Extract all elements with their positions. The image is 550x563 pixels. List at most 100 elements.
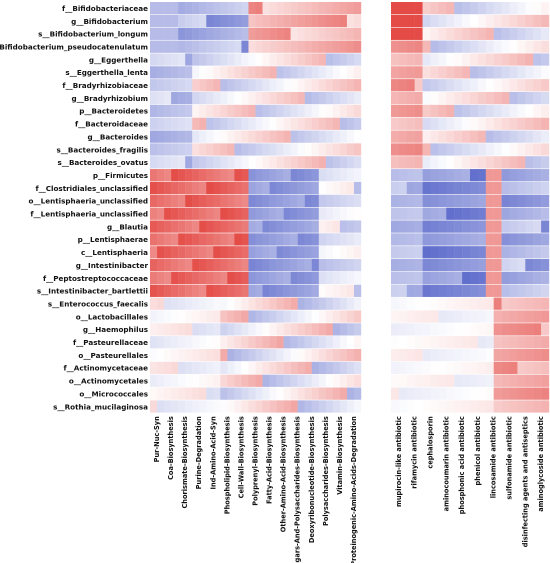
heatmap-cell [438, 361, 447, 375]
heatmap-cell [346, 91, 355, 105]
heatmap-cell [304, 271, 312, 285]
heatmap-cell [477, 323, 486, 336]
heatmap-cell [178, 117, 186, 130]
heatmap-cell [339, 374, 348, 387]
heatmap-cell [446, 143, 455, 156]
heatmap-cell [269, 66, 277, 79]
heatmap-cell [525, 181, 534, 195]
heatmap-cell [157, 53, 165, 66]
heatmap-cell [438, 400, 447, 413]
heatmap-cell [318, 130, 327, 143]
heatmap-cell [517, 387, 526, 400]
heatmap-cell [150, 348, 158, 362]
heatmap-cell [493, 156, 502, 169]
row-label: f__Clostridiales_unclassified [35, 184, 148, 193]
heatmap-cell [192, 284, 200, 297]
heatmap-cell [454, 336, 463, 349]
heatmap-cell [477, 91, 486, 105]
heatmap-cell [304, 348, 312, 362]
heatmap-cell [339, 79, 348, 92]
heatmap-cell [485, 27, 494, 40]
heatmap-cell [430, 194, 439, 207]
heatmap-cell [255, 220, 263, 233]
heatmap-cell [325, 323, 334, 336]
heatmap-cell [509, 271, 518, 285]
heatmap-cell [234, 14, 242, 28]
heatmap-cell [454, 194, 463, 207]
heatmap-cell [406, 91, 415, 105]
heatmap-cell [199, 130, 207, 143]
heatmap-cell [276, 14, 284, 28]
heatmap-cell [213, 284, 221, 297]
heatmap-cell [501, 181, 510, 195]
heatmap-cell [157, 336, 165, 349]
heatmap-cell [262, 79, 270, 92]
heatmap-cell [353, 91, 362, 105]
heatmap-cell [241, 117, 249, 130]
heatmap-cell [325, 207, 334, 220]
heatmap-cell [470, 91, 479, 105]
heatmap-cell [391, 40, 400, 53]
heatmap-cell [150, 169, 158, 182]
heatmap-cell [346, 14, 355, 28]
heatmap-cell [171, 53, 179, 66]
heatmap-cell [241, 66, 249, 79]
heatmap-cell [501, 207, 510, 220]
heatmap-cell [178, 156, 186, 169]
heatmap-cell [454, 233, 463, 246]
heatmap-cell [446, 310, 455, 323]
heatmap-cell [290, 207, 298, 220]
heatmap-cell [150, 336, 158, 349]
heatmap-cell [541, 53, 550, 66]
heatmap-cell [178, 374, 186, 387]
heatmap-cell [446, 323, 455, 336]
heatmap-cell [346, 143, 355, 156]
heatmap-cell [406, 27, 415, 40]
heatmap-cell [297, 14, 305, 28]
heatmap-cell [318, 91, 327, 105]
heatmap-cell [192, 53, 200, 66]
heatmap-cell [150, 117, 158, 130]
heatmap-cell [346, 2, 355, 15]
heatmap-cell [269, 27, 277, 40]
heatmap-cell [398, 310, 407, 323]
heatmap-cell [171, 40, 179, 53]
heatmap-cell [164, 323, 172, 336]
heatmap-cell [185, 91, 193, 105]
heatmap-cell [462, 284, 471, 297]
heatmap-cell [192, 374, 200, 387]
heatmap-cell [353, 259, 362, 272]
heatmap-cell [462, 374, 471, 387]
heatmap-cell [353, 143, 362, 156]
heatmap-cell [525, 14, 534, 28]
heatmap-cell [339, 323, 348, 336]
heatmap-cell [406, 374, 415, 387]
heatmap-cell [227, 169, 235, 182]
heatmap-cell [311, 2, 319, 15]
heatmap-cell [430, 104, 439, 118]
heatmap-cell [509, 104, 518, 118]
heatmap-cell [318, 207, 327, 220]
heatmap-cell [541, 323, 550, 336]
heatmap-cell [325, 91, 334, 105]
heatmap-cell [339, 40, 348, 53]
heatmap-cell [150, 233, 158, 246]
heatmap-cell [493, 130, 502, 143]
heatmap-cell [304, 220, 312, 233]
heatmap-cell [213, 310, 221, 323]
heatmap-cell [470, 387, 479, 400]
heatmap-cell [501, 79, 510, 92]
heatmap-cell [493, 361, 502, 375]
heatmap-cell [446, 130, 455, 143]
heatmap-cell [241, 156, 249, 169]
heatmap-cell [414, 91, 423, 105]
heatmap-cell [220, 130, 228, 143]
heatmap-cell [192, 169, 200, 182]
heatmap-cell [220, 387, 228, 400]
heatmap-cell [241, 336, 249, 349]
heatmap-cell [171, 271, 179, 285]
column-label: Polysaccharides-Biosynthesis [322, 416, 330, 526]
heatmap-cell [157, 400, 165, 413]
heatmap-cell [430, 220, 439, 233]
heatmap-cell [255, 297, 263, 310]
